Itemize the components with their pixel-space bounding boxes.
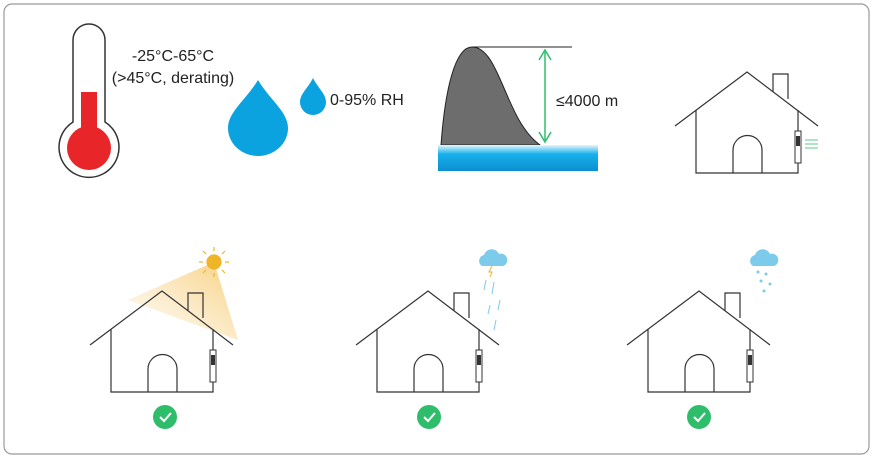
sun-beam: [128, 262, 238, 340]
snow-cloud: [750, 249, 779, 293]
temperature-range: -25°C-65°C: [132, 48, 214, 65]
altitude-label: ≤4000 m: [556, 93, 618, 110]
small-drop: [300, 78, 326, 115]
check-rain: [416, 404, 442, 430]
sun: [199, 247, 229, 277]
check-sun: [152, 404, 178, 430]
frame: [3, 3, 870, 455]
airflow: [805, 139, 818, 149]
temperature-note: (>45°C, derating): [112, 70, 234, 87]
rain-cloud: [479, 249, 508, 331]
mountain: [438, 46, 598, 171]
large-drop: [228, 80, 288, 156]
check-snow: [686, 404, 712, 430]
humidity-label: 0-95% RH: [330, 92, 404, 109]
thermometer: [58, 23, 120, 179]
